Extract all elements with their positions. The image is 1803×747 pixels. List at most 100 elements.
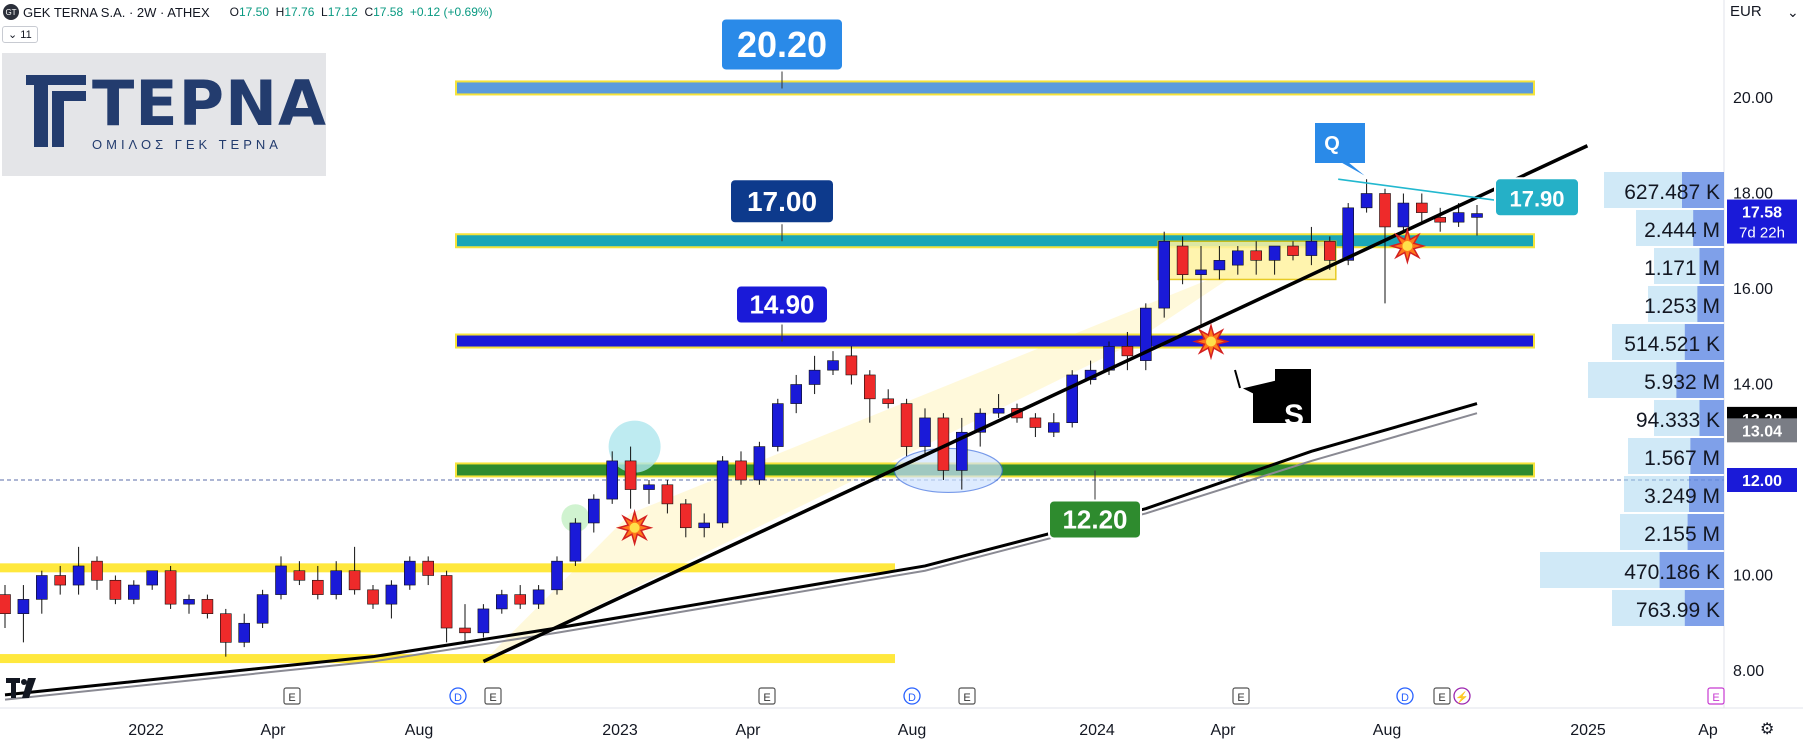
candle-body [1140, 307, 1152, 361]
level-label-box[interactable] [729, 178, 835, 225]
candle-body [72, 565, 85, 586]
chevron-down-icon[interactable]: ⌄ [1787, 4, 1799, 20]
level-band[interactable] [455, 333, 1535, 349]
earnings-marker[interactable] [758, 687, 776, 705]
candle-body [54, 575, 67, 586]
volume-profile-bar [1690, 438, 1724, 474]
earnings-marker[interactable] [1707, 687, 1725, 705]
candle-body [1397, 202, 1410, 228]
dividend-marker[interactable] [1396, 687, 1414, 705]
s-callout-box[interactable] [1237, 367, 1313, 425]
candle-body [1342, 207, 1354, 261]
event-marker-label: E [763, 692, 770, 704]
volume-profile-label: 94.333 K [1636, 409, 1720, 432]
volume-profile-label: 2.444 M [1644, 219, 1720, 242]
candle-body [477, 608, 490, 634]
tradingview-logo-icon[interactable] [6, 676, 36, 702]
symbol-title[interactable]: GEK TERNA S.A. · 2W · ATHEX [23, 4, 210, 20]
price-tag[interactable] [1727, 468, 1797, 492]
candle-body [1195, 269, 1207, 275]
indicators-toggle[interactable]: ⌄ 11 [2, 26, 38, 43]
candle-body [643, 484, 655, 490]
candle-body [495, 594, 508, 610]
candle-body [606, 460, 619, 500]
event-marker-label: D [1401, 692, 1409, 704]
candle-body [1232, 250, 1244, 266]
volume-profile-label: 3.249 M [1644, 485, 1720, 508]
moving-average-line [4, 402, 1478, 697]
candle-body [882, 398, 895, 404]
dividend-marker[interactable] [903, 687, 921, 705]
highlight-circle [608, 420, 661, 473]
x-tick-label: 2022 [128, 722, 164, 739]
candle-body [403, 560, 416, 586]
x-tick-label: Apr [261, 722, 287, 739]
level-label-text: 12.20 [1062, 505, 1127, 535]
level-label-box[interactable] [1048, 499, 1142, 540]
x-tick-label: Ap [1698, 722, 1718, 739]
volume-profile-bar [1693, 210, 1724, 246]
volume-profile-label: 1.171 M [1644, 257, 1720, 280]
y-tick-label: 10.00 [1733, 568, 1773, 585]
candle-body [679, 503, 692, 529]
price-tag[interactable] [1727, 199, 1797, 244]
event-marker-label: E [963, 692, 970, 704]
candle-body [808, 369, 821, 385]
price-tag[interactable] [1727, 418, 1797, 443]
candle-body [1048, 422, 1060, 433]
candle-body [275, 565, 287, 595]
candle-body [900, 403, 913, 447]
volume-profile-label: 1.253 M [1644, 295, 1720, 318]
candle-body [1305, 240, 1318, 256]
volume-profile-bar [1684, 324, 1724, 360]
earnings-marker[interactable] [283, 687, 301, 705]
candle-body [146, 570, 158, 586]
price-callout-box[interactable] [1494, 177, 1580, 218]
resistance-trendline[interactable] [1338, 178, 1518, 204]
q-callout-box[interactable] [1313, 121, 1375, 183]
s-callout-text: S [1284, 399, 1304, 432]
candle-body [1121, 345, 1134, 357]
earnings-marker[interactable] [484, 687, 502, 705]
symbol-logo: GT [3, 4, 19, 20]
earnings-marker[interactable] [958, 687, 976, 705]
logo-name: TEPNA [92, 67, 327, 140]
candle-body [238, 622, 250, 643]
currency-label[interactable]: EUR [1730, 3, 1762, 20]
price-callout-text: 17.90 [1509, 186, 1564, 211]
candle-body [624, 460, 637, 490]
gear-icon[interactable]: ⚙ [1760, 721, 1775, 738]
volume-profile-bar [1699, 248, 1724, 284]
ohlc-readout: O17.50 H17.76 L17.12 C17.58 +0.12 (+0.69… [229, 5, 493, 19]
candle-body [790, 384, 803, 404]
event-marker-label: E [1712, 692, 1719, 704]
x-tick-label: Apr [736, 722, 762, 739]
candle-body [716, 460, 729, 524]
company-logo: TEPNA ΟΜΙΛΟΣ ΓΕΚ ΤΕΡΝΑ [2, 53, 326, 176]
earnings-marker[interactable] [1433, 687, 1451, 705]
level-label-box[interactable] [720, 17, 844, 72]
candle-body [293, 570, 306, 581]
candle-body [91, 560, 103, 581]
support-trendline[interactable] [482, 144, 1589, 664]
dividend-marker[interactable] [449, 687, 467, 705]
candle-body [422, 560, 435, 576]
candle-body [1324, 240, 1336, 261]
level-label-box[interactable] [735, 284, 829, 325]
volume-profile-label: 470.186 K [1624, 561, 1720, 584]
candle-body [974, 412, 987, 433]
level-band[interactable] [455, 80, 1535, 96]
event-marker-label: E [1438, 692, 1445, 704]
volume-profile-bar [1682, 172, 1724, 208]
x-tick-label: 2025 [1570, 722, 1606, 739]
candle-body [919, 417, 931, 447]
volume-profile-label: 2.155 M [1644, 523, 1720, 546]
split-marker[interactable] [1453, 687, 1471, 705]
candle-body [771, 403, 784, 447]
price-tag-subtext: 7d 22h [1739, 225, 1785, 242]
candle-body [311, 579, 324, 595]
candle-body [183, 599, 195, 605]
earnings-marker[interactable] [1232, 687, 1250, 705]
candle-body [1452, 212, 1465, 223]
